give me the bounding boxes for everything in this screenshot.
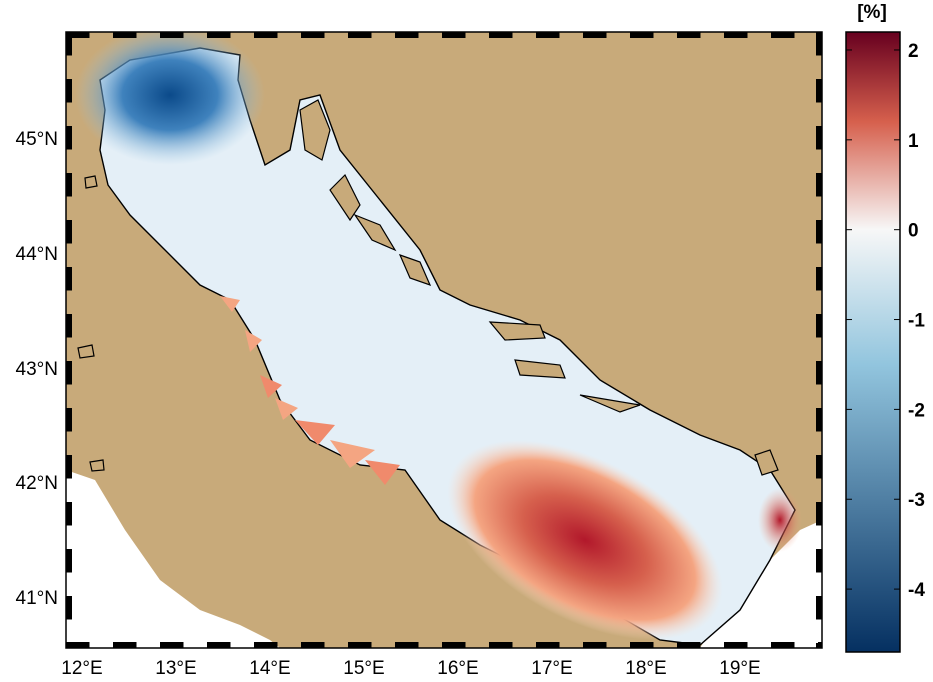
lon-label-16e: 16°E <box>437 658 478 679</box>
colorbar-tick-minus-2: -2 <box>908 400 925 421</box>
lon-label-13e: 13°E <box>155 658 196 679</box>
north-adriatic-negative-anomaly <box>75 32 265 165</box>
map-frame <box>65 31 823 649</box>
colorbar-unit: [%] <box>857 2 887 23</box>
lon-label-15e: 15°E <box>343 658 384 679</box>
lat-label-44n: 44°N <box>16 244 58 265</box>
colorbar-tick-minus-3: -3 <box>908 490 925 511</box>
colorbar: [%] 2 1 0 -1 -2 -3 -4 <box>845 2 925 653</box>
colorbar-tick-1: 1 <box>908 131 919 152</box>
colorbar-tick-minus-1: -1 <box>908 311 925 332</box>
lon-label-19e: 19°E <box>719 658 760 679</box>
italian-coast-positive-patches <box>220 296 400 485</box>
croatian-islands <box>77 99 779 476</box>
lon-label-17e: 17°E <box>531 658 572 679</box>
lon-label-18e: 18°E <box>625 658 666 679</box>
colorbar-scale <box>845 31 901 653</box>
lat-label-45n: 45°N <box>16 129 58 150</box>
tyrrhenian-sea <box>66 470 280 648</box>
colorbar-tick-minus-4: -4 <box>908 580 925 601</box>
lon-label-14e: 14°E <box>249 658 290 679</box>
colorbar-tick-0: 0 <box>908 221 919 242</box>
colorbar-tick-2: 2 <box>908 41 919 62</box>
lon-label-12e: 12°E <box>61 658 102 679</box>
albania-coast-positive-anomaly <box>758 488 802 552</box>
lat-label-43n: 43°N <box>16 359 58 380</box>
lat-label-42n: 42°N <box>16 473 58 494</box>
south-adriatic-positive-anomaly <box>447 440 723 640</box>
lat-label-41n: 41°N <box>16 588 58 609</box>
